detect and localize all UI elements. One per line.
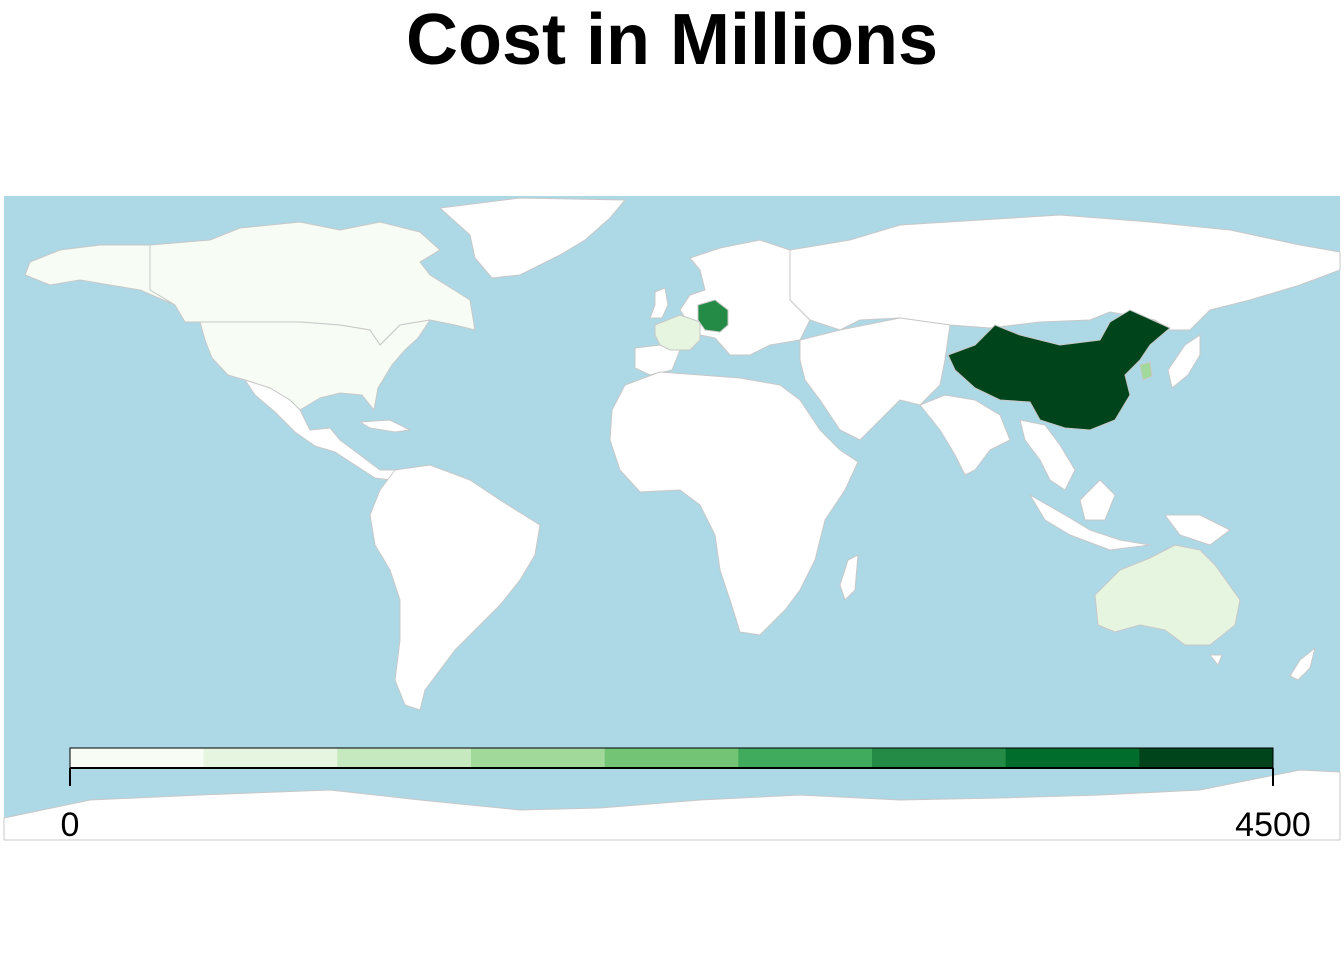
legend-bin-3 bbox=[471, 748, 606, 768]
region-india bbox=[919, 394, 1011, 476]
region-south-korea[interactable] bbox=[1139, 361, 1153, 381]
region-france[interactable] bbox=[654, 314, 701, 351]
legend-bin-8 bbox=[1139, 748, 1274, 768]
map-title: Cost in Millions bbox=[406, 0, 938, 80]
legend-max-label: 4500 bbox=[1235, 806, 1311, 844]
region-antarctica bbox=[3, 769, 1341, 841]
region-borneo bbox=[1079, 479, 1116, 521]
region-southeast-asia bbox=[1019, 419, 1076, 491]
region-middle-east bbox=[799, 317, 951, 441]
legend-min-label: 0 bbox=[61, 806, 80, 844]
legend-bin-5 bbox=[738, 748, 873, 768]
legend-bin-2 bbox=[337, 748, 472, 768]
region-caribbean bbox=[359, 419, 411, 433]
region-canada[interactable] bbox=[149, 221, 476, 346]
legend-bin-4 bbox=[604, 748, 739, 768]
region-new-zealand bbox=[1289, 647, 1316, 681]
legend-bin-1 bbox=[203, 748, 338, 768]
legend-bin-0 bbox=[70, 748, 205, 768]
region-tasmania bbox=[1209, 654, 1223, 666]
region-greenland bbox=[439, 197, 626, 279]
region-china[interactable] bbox=[947, 309, 1171, 431]
region-uk bbox=[649, 287, 669, 319]
region-russia bbox=[789, 214, 1341, 331]
region-japan bbox=[1167, 334, 1201, 389]
region-united-states[interactable] bbox=[199, 319, 431, 411]
region-madagascar bbox=[839, 554, 859, 601]
region-germany[interactable] bbox=[697, 299, 729, 333]
region-indonesia bbox=[1029, 494, 1151, 551]
color-legend: 0 4500 bbox=[61, 747, 1311, 844]
region-south-america bbox=[369, 464, 541, 711]
region-australia[interactable] bbox=[1094, 544, 1241, 646]
legend-bin-6 bbox=[872, 748, 1007, 768]
region-alaska[interactable] bbox=[24, 244, 176, 306]
region-africa bbox=[609, 371, 859, 636]
region-new-guinea bbox=[1164, 514, 1231, 546]
legend-bin-7 bbox=[1005, 748, 1140, 768]
